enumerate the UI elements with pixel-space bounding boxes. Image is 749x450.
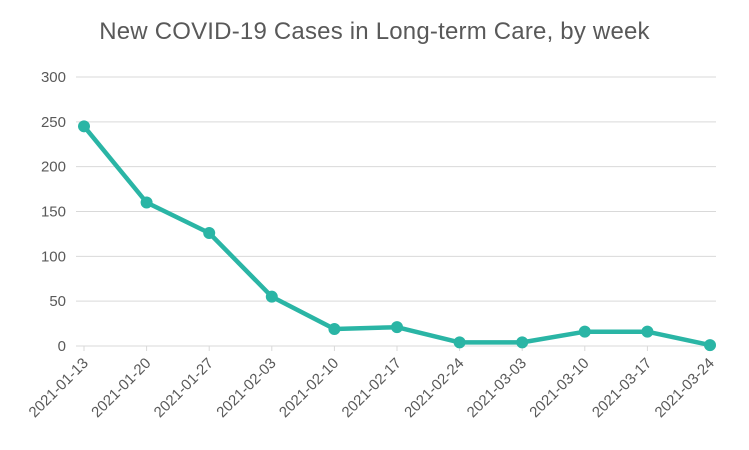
x-tick-label: 2021-02-03: [213, 355, 279, 421]
x-tick-label: 2021-03-24: [652, 355, 718, 421]
y-tick-label: 250: [41, 114, 66, 131]
x-tick-label: 2021-01-27: [151, 355, 217, 421]
data-point[interactable]: [140, 196, 153, 209]
data-point[interactable]: [328, 322, 341, 335]
y-tick-label: 0: [58, 338, 66, 355]
y-tick-label: 100: [41, 248, 66, 265]
chart-title: New COVID-19 Cases in Long-term Care, by…: [99, 18, 650, 45]
data-point[interactable]: [704, 339, 716, 352]
x-tick-label: 2021-01-20: [88, 355, 154, 421]
x-axis-ticks: 2021-01-132021-01-202021-01-272021-02-03…: [26, 346, 718, 421]
y-tick-label: 300: [41, 69, 66, 86]
y-tick-label: 200: [41, 159, 66, 176]
x-tick-label: 2021-03-17: [589, 355, 655, 421]
data-point[interactable]: [516, 336, 529, 349]
series-line: [81, 124, 713, 348]
x-tick-label: 2021-01-13: [26, 355, 92, 421]
data-point[interactable]: [391, 321, 403, 334]
x-tick-label: 2021-03-03: [464, 355, 530, 421]
data-point[interactable]: [641, 325, 654, 338]
y-tick-label: 50: [49, 293, 66, 310]
x-tick-label: 2021-02-10: [276, 355, 342, 421]
x-tick-label: 2021-02-17: [339, 355, 405, 421]
series-layer: [78, 120, 716, 352]
data-point[interactable]: [453, 336, 466, 349]
data-point[interactable]: [78, 120, 90, 133]
y-axis-ticks: 0 50 100 150 200 250 300: [41, 69, 66, 355]
data-point[interactable]: [578, 325, 591, 338]
data-point[interactable]: [265, 290, 278, 303]
x-tick-label: 2021-02-24: [401, 355, 467, 421]
gridlines: [76, 76, 716, 347]
x-tick-label: 2021-03-10: [526, 355, 592, 421]
data-point[interactable]: [203, 227, 216, 240]
y-tick-label: 150: [41, 204, 66, 221]
